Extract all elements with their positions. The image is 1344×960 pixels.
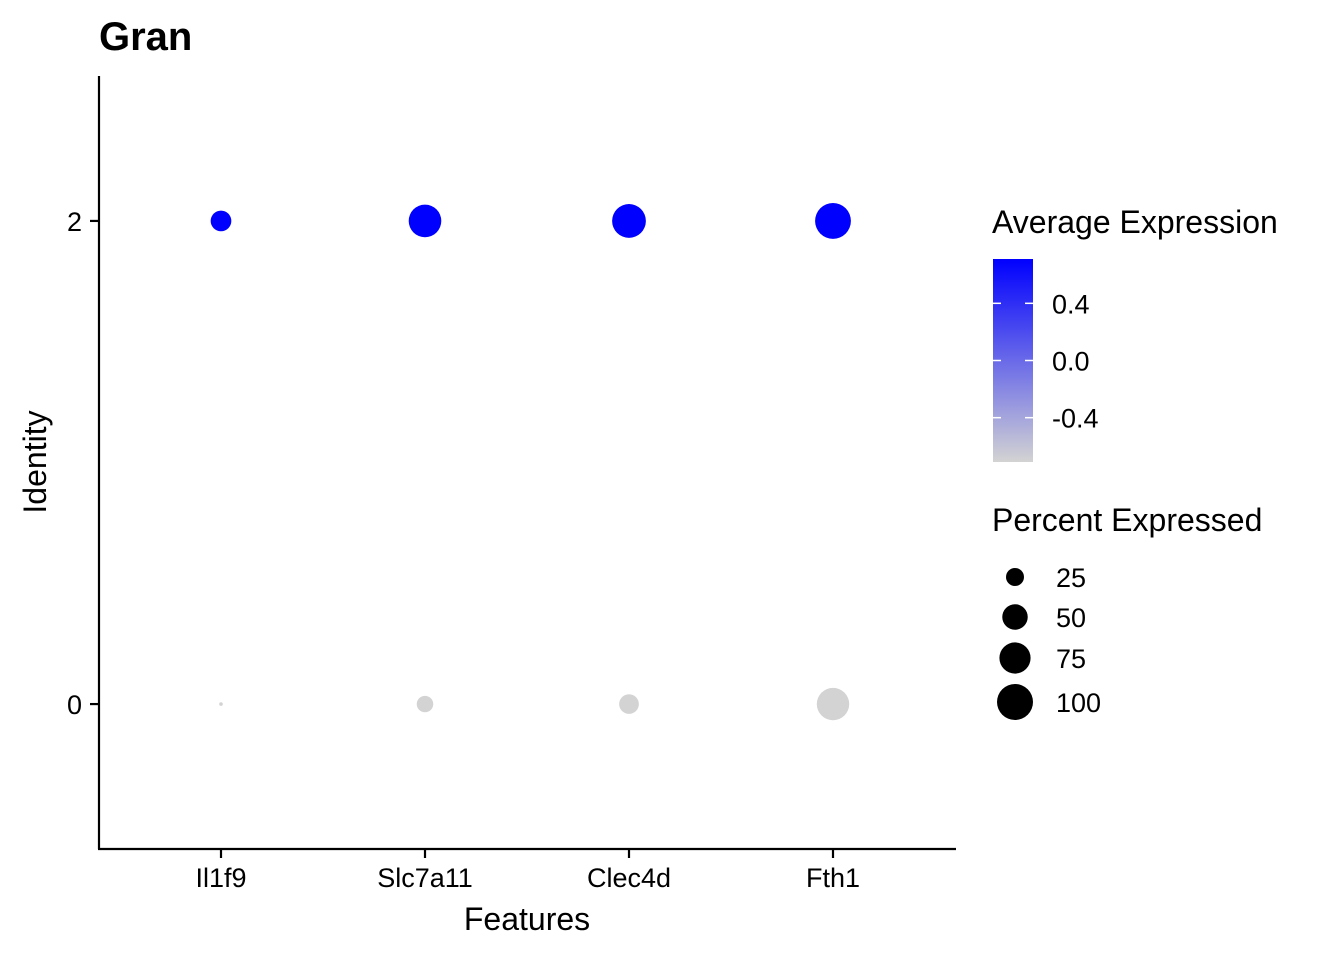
y-axis-ticks: 02 (67, 207, 99, 720)
size-legend-label: 50 (1056, 603, 1086, 633)
size-legend-dot (1006, 568, 1024, 586)
x-tick-label: Slc7a11 (377, 863, 473, 893)
color-legend-label: 0.0 (1052, 347, 1090, 377)
dot-slc7a11-identity-0 (416, 695, 434, 713)
color-legend-title: Average Expression (992, 204, 1278, 240)
dot-clec4d-identity-0 (619, 694, 639, 714)
size-legend-label: 75 (1056, 644, 1086, 674)
size-legend-label: 25 (1056, 563, 1086, 593)
dot-fth1-identity-2 (815, 203, 851, 239)
dot-il1f9-identity-0 (219, 702, 223, 706)
color-legend: Average Expression 0.4 0.0 -0.4 (992, 204, 1278, 462)
chart-title: Gran (99, 15, 192, 59)
y-tick-label: 2 (67, 207, 82, 237)
size-legend-dot (997, 684, 1033, 720)
plot-panel (97, 76, 956, 851)
x-tick-label: Clec4d (587, 863, 671, 893)
color-legend-label: -0.4 (1052, 404, 1099, 434)
dot-il1f9-identity-2 (210, 210, 232, 232)
dot-clec4d-identity-2 (612, 204, 646, 238)
dot-slc7a11-identity-2 (408, 204, 442, 238)
points-layer (210, 203, 851, 721)
x-tick-label: Fth1 (806, 863, 860, 893)
size-legend-title: Percent Expressed (992, 502, 1262, 538)
x-axis-ticks: Il1f9 Slc7a11 Clec4d Fth1 (195, 849, 860, 893)
dot-fth1-identity-0 (816, 687, 850, 721)
x-axis-title: Features (464, 901, 590, 937)
size-legend-label: 100 (1056, 688, 1101, 718)
color-legend-label: 0.4 (1052, 289, 1090, 319)
y-axis-title: Identity (17, 410, 53, 513)
size-legend: Percent Expressed 25 50 75 100 (992, 502, 1262, 720)
y-tick-label: 0 (67, 690, 82, 720)
x-tick-label: Il1f9 (195, 863, 246, 893)
size-legend-dot (1002, 604, 1028, 630)
size-legend-dot (999, 642, 1031, 674)
